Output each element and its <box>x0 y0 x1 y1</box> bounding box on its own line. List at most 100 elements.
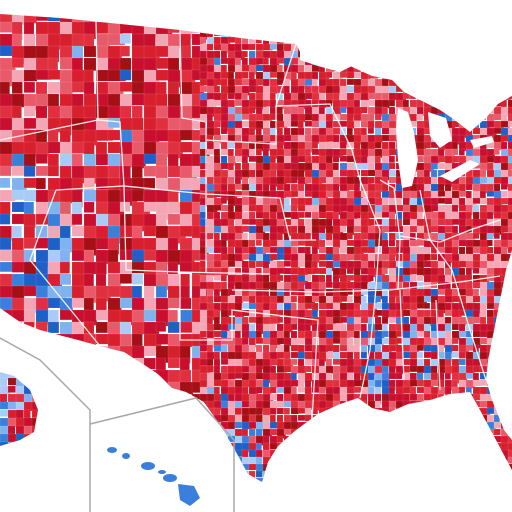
county <box>444 456 453 468</box>
county <box>290 134 300 142</box>
county <box>304 29 315 41</box>
county <box>119 357 131 373</box>
county <box>35 417 54 435</box>
state-line <box>419 189 487 381</box>
county <box>479 463 487 473</box>
county <box>276 148 285 157</box>
county <box>107 357 124 369</box>
county <box>479 449 489 459</box>
county <box>311 71 319 81</box>
county <box>255 183 263 192</box>
county <box>143 261 158 275</box>
county <box>458 477 468 482</box>
county <box>318 358 325 367</box>
county <box>83 369 95 387</box>
county <box>143 225 157 237</box>
county <box>402 316 410 325</box>
county <box>360 57 369 68</box>
county <box>339 169 348 177</box>
county <box>409 456 418 464</box>
county <box>0 213 11 225</box>
county <box>479 64 489 75</box>
county <box>466 485 474 493</box>
county <box>234 43 242 52</box>
county <box>508 485 512 492</box>
county <box>7 377 18 386</box>
county <box>444 85 456 93</box>
county <box>500 344 508 355</box>
county <box>430 470 439 479</box>
county <box>11 81 23 94</box>
county <box>423 302 431 309</box>
county <box>437 393 445 401</box>
county <box>423 442 433 451</box>
county <box>241 197 250 206</box>
county <box>199 428 207 439</box>
county <box>248 106 256 114</box>
county <box>445 485 455 493</box>
county <box>458 288 467 296</box>
county <box>507 470 512 478</box>
county <box>332 274 340 283</box>
county <box>451 92 462 103</box>
county <box>276 393 284 402</box>
county <box>388 155 396 163</box>
county <box>458 78 466 90</box>
county <box>71 45 84 60</box>
county <box>423 43 434 54</box>
county <box>360 435 368 447</box>
county <box>388 449 397 461</box>
county <box>35 33 49 47</box>
county <box>284 485 291 493</box>
county <box>119 21 134 34</box>
county <box>95 201 109 216</box>
county <box>444 316 452 324</box>
county <box>410 485 417 494</box>
county <box>424 485 432 494</box>
county <box>227 372 236 380</box>
county <box>95 393 110 409</box>
county <box>59 141 74 155</box>
county <box>276 29 287 37</box>
county <box>305 485 311 493</box>
island <box>163 474 177 482</box>
county <box>493 393 503 401</box>
county <box>381 302 390 310</box>
county <box>381 449 390 457</box>
county <box>220 470 232 478</box>
county <box>263 485 272 492</box>
county <box>31 441 38 446</box>
county <box>325 386 335 396</box>
county <box>11 285 25 300</box>
county <box>444 407 456 418</box>
county <box>472 197 481 204</box>
county <box>143 177 156 190</box>
county <box>119 45 131 57</box>
county <box>388 407 396 417</box>
lake-erie <box>440 160 480 182</box>
county <box>339 456 347 466</box>
county <box>458 50 468 58</box>
county <box>430 64 441 73</box>
county <box>507 302 512 313</box>
county <box>71 369 85 387</box>
county <box>346 50 355 60</box>
county <box>234 92 243 101</box>
county <box>458 386 466 398</box>
county <box>479 71 488 79</box>
county <box>486 477 494 482</box>
county <box>360 407 370 415</box>
county <box>0 129 14 144</box>
county <box>437 260 445 269</box>
county <box>213 99 222 107</box>
county <box>381 456 390 464</box>
county <box>360 288 369 295</box>
county <box>465 463 476 473</box>
county <box>213 470 223 480</box>
county <box>360 456 368 468</box>
county <box>465 71 475 81</box>
county <box>493 428 501 436</box>
county <box>59 45 74 59</box>
county <box>430 71 439 79</box>
county <box>131 309 146 323</box>
